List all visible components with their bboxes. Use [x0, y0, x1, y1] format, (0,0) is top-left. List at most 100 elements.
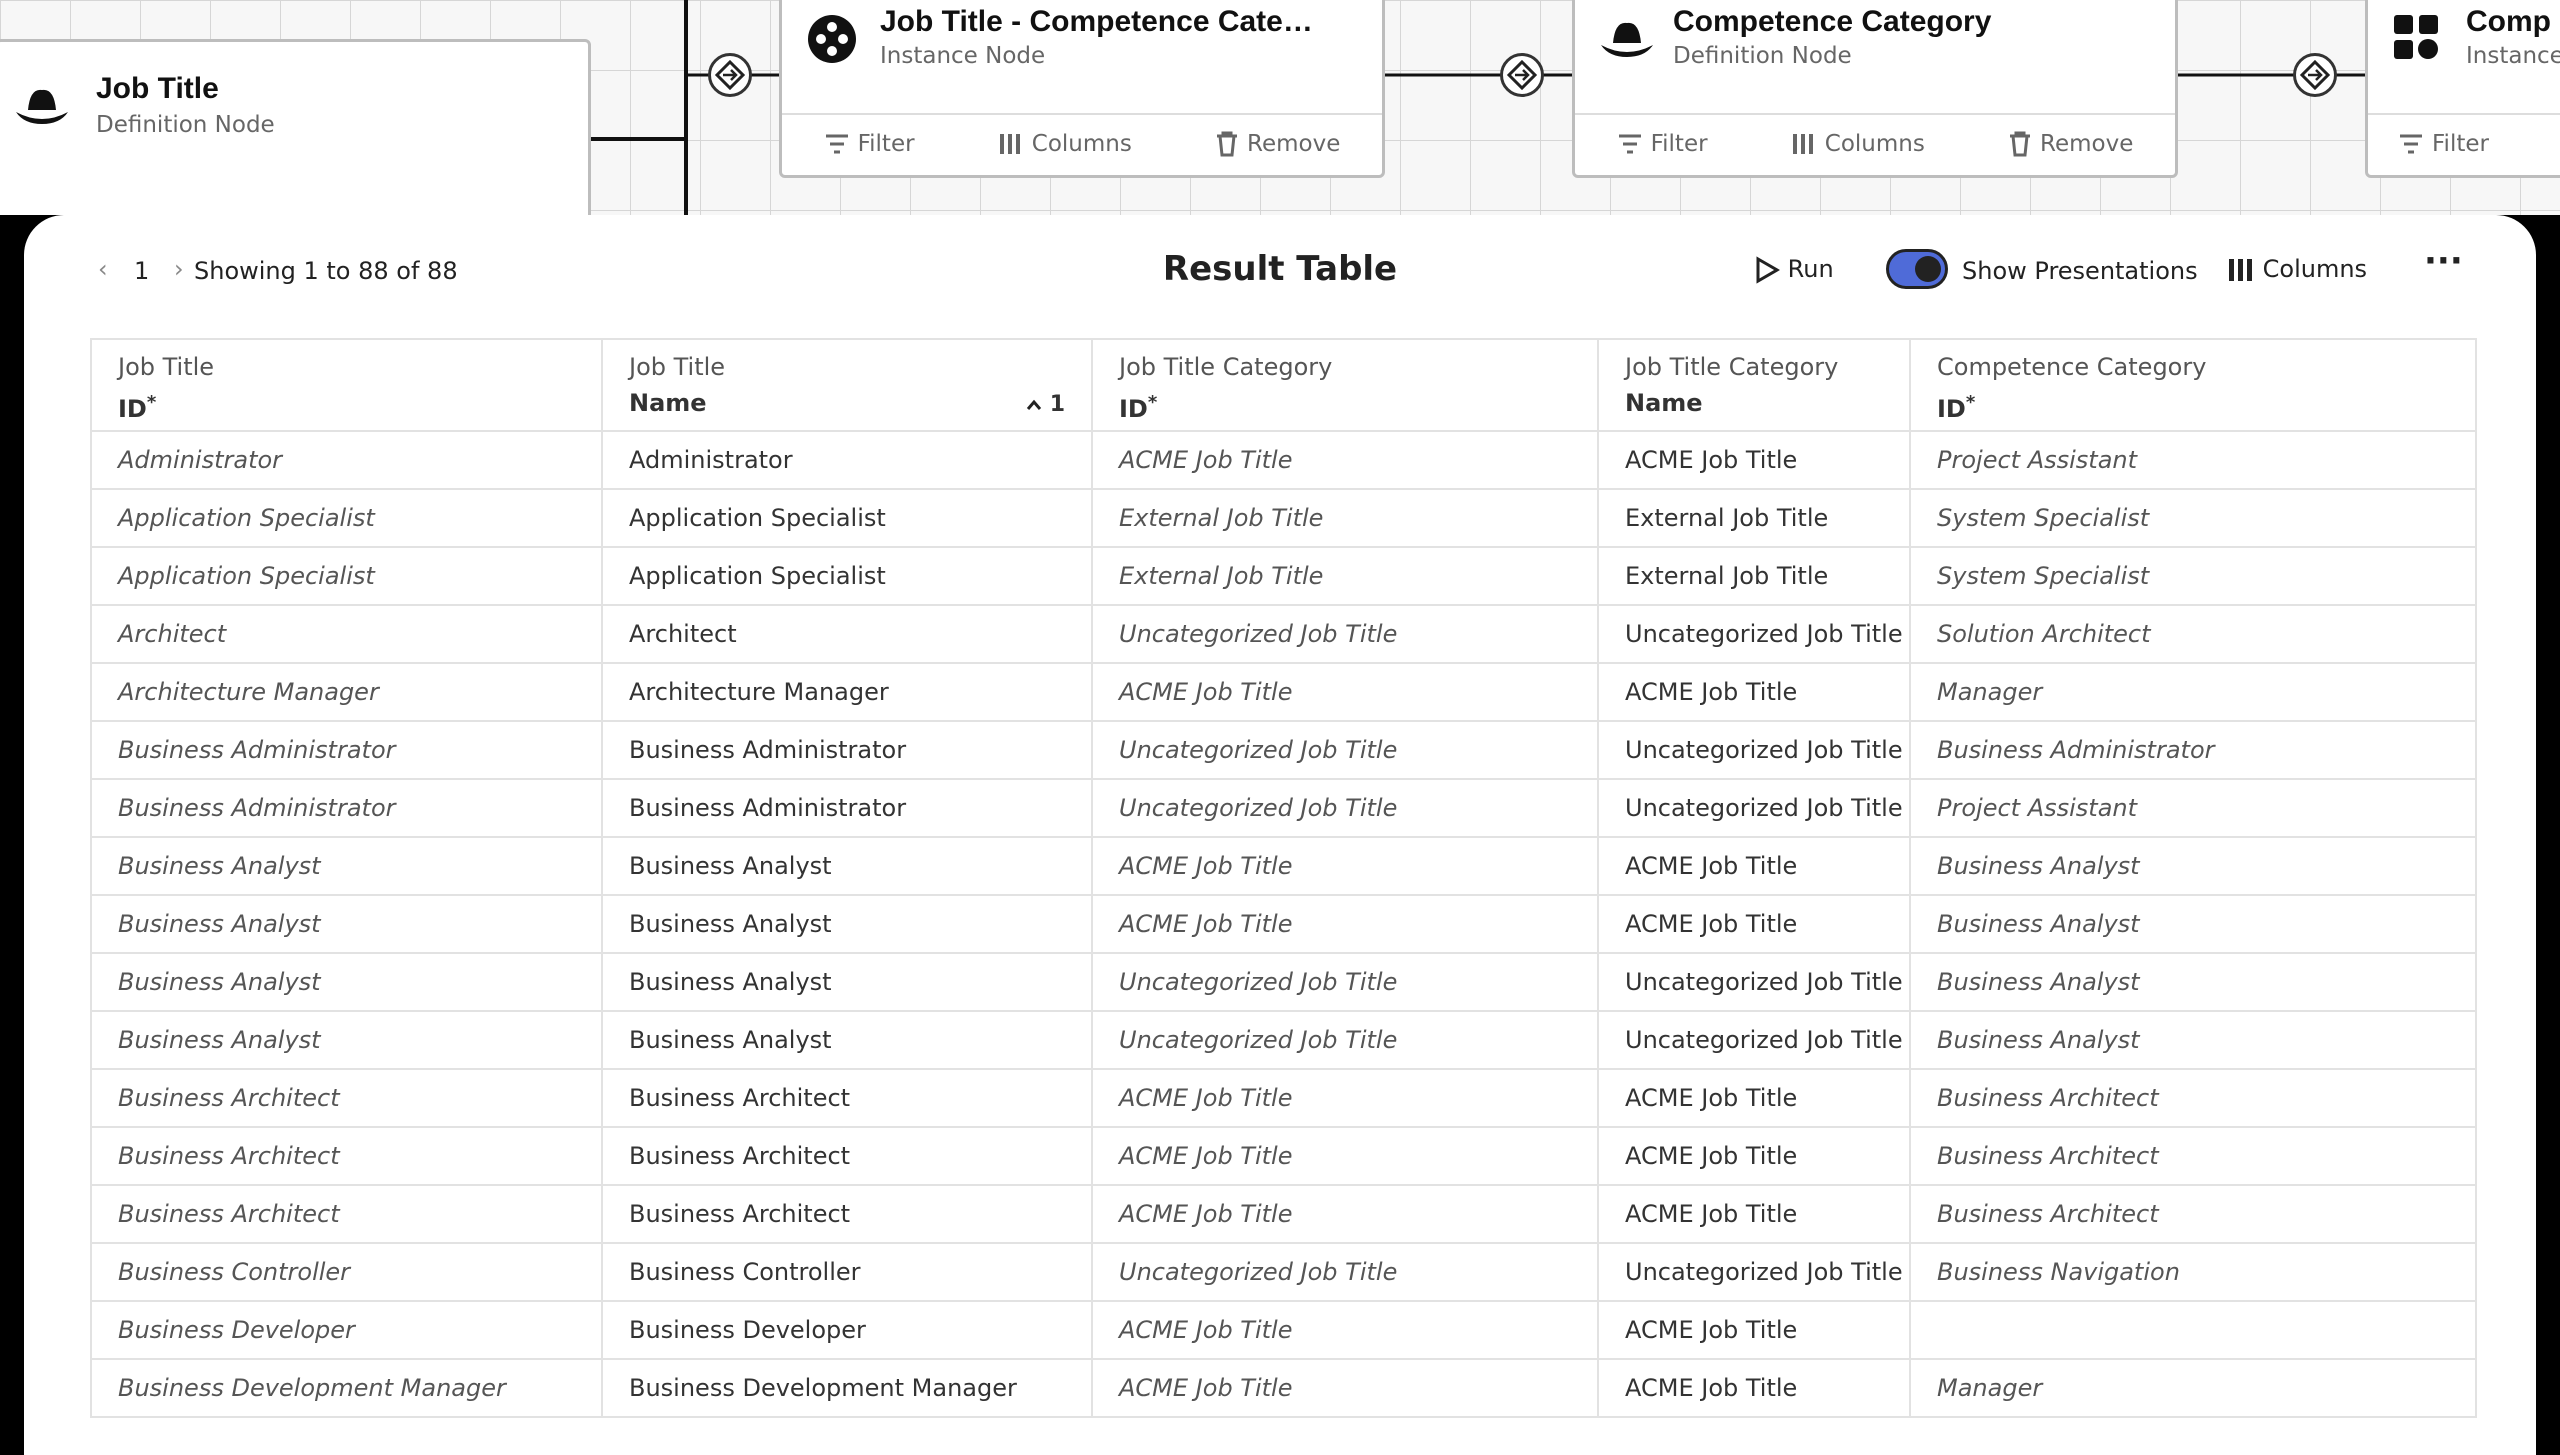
- table-cell: Business Architect: [1909, 1184, 2477, 1244]
- next-page[interactable]: ›: [174, 255, 184, 283]
- toggle[interactable]: [1886, 249, 1948, 289]
- table-cell: Architecture Manager: [90, 662, 603, 722]
- node-icon: [2392, 13, 2440, 65]
- table-cell: ACME Job Title: [1091, 1068, 1599, 1128]
- column-header[interactable]: Job Title Name 1: [601, 338, 1093, 432]
- node-subtitle: Instance Node: [880, 43, 1046, 69]
- table-cell: System Specialist: [1909, 488, 2477, 548]
- connector[interactable]: [2293, 53, 2337, 97]
- table-row[interactable]: Business Controller Business Controller Un…: [90, 1242, 2477, 1302]
- column-entity: Job Title: [629, 353, 726, 381]
- table-row[interactable]: Business Architect Business Architect ACME…: [90, 1184, 2477, 1244]
- column-attribute: ID*: [118, 384, 575, 428]
- node[interactable]: Job Title Definition Node: [0, 39, 591, 215]
- table-cell: Business Analyst: [1909, 952, 2477, 1012]
- column-header[interactable]: Job Title Category Name: [1597, 338, 1911, 432]
- table-row[interactable]: Application Specialist Application Specia…: [90, 488, 2477, 548]
- table-cell: Business Architect: [601, 1126, 1093, 1186]
- table-cell: Business Analyst: [90, 894, 603, 954]
- table-cell: Solution Architect: [1909, 604, 2477, 664]
- node-icon: [806, 13, 858, 69]
- run-button[interactable]: Run: [1754, 255, 1834, 284]
- table-row[interactable]: Architect Architect Uncategorized Job Titl…: [90, 604, 2477, 664]
- column-header[interactable]: Competence Category ID*: [1909, 338, 2477, 432]
- table-row[interactable]: Business Analyst Business Analyst ACME Job…: [90, 836, 2477, 896]
- table-row[interactable]: Business Developer Business Developer ACME…: [90, 1300, 2477, 1360]
- table-cell: Business Developer: [601, 1300, 1093, 1360]
- table-row[interactable]: Business Analyst Business Analyst Uncatego…: [90, 952, 2477, 1012]
- node-subtitle: Instance Node: [2466, 43, 2560, 69]
- table-cell: Architect: [601, 604, 1093, 664]
- required-marker: *: [1147, 392, 1158, 413]
- table-cell: Uncategorized Job Title: [1091, 1010, 1599, 1070]
- node[interactable]: Job Title - Competence Cate… Instance Nod…: [779, 0, 1385, 178]
- table-cell: Business Analyst: [601, 1010, 1093, 1070]
- table-row[interactable]: Business Analyst Business Analyst Uncatego…: [90, 1010, 2477, 1070]
- column-entity: Job Title Category: [1625, 353, 1839, 381]
- node-icon: [1599, 13, 1655, 67]
- node-actions: Filter: [2368, 113, 2560, 173]
- column-header[interactable]: Job Title ID*: [90, 338, 603, 432]
- table-cell: Business Analyst: [601, 952, 1093, 1012]
- column-attribute: ID*: [1937, 384, 2449, 428]
- node-action[interactable]: Remove: [1215, 131, 1340, 157]
- table-cell: Business Controller: [601, 1242, 1093, 1302]
- connector[interactable]: [1500, 53, 1544, 97]
- table-cell: Business Architect: [1909, 1126, 2477, 1186]
- node-action[interactable]: Remove: [2008, 131, 2133, 157]
- table-cell: Application Specialist: [90, 546, 603, 606]
- table-row[interactable]: Architecture Manager Architecture Manager…: [90, 662, 2477, 722]
- node-action-label: Filter: [1650, 131, 1708, 157]
- run-label: Run: [1787, 255, 1834, 283]
- table-cell: Uncategorized Job Title: [1091, 778, 1599, 838]
- node-action[interactable]: Columns: [1791, 131, 1925, 157]
- table-cell: ACME Job Title: [1091, 1184, 1599, 1244]
- node-action[interactable]: Filter: [2398, 131, 2489, 157]
- table-row[interactable]: Business Architect Business Architect ACME…: [90, 1126, 2477, 1186]
- column-attribute-name: ID: [118, 395, 147, 423]
- node[interactable]: Competence Category Definition Node Filte…: [1572, 0, 2178, 178]
- result-panel: ‹ 1 › Showing 1 to 88 of 88 Result Table…: [24, 215, 2536, 1455]
- table-row[interactable]: Application Specialist Application Specia…: [90, 546, 2477, 606]
- page-number[interactable]: 1: [134, 257, 150, 285]
- table-row[interactable]: Business Architect Business Architect ACME…: [90, 1068, 2477, 1128]
- table-row[interactable]: Business Analyst Business Analyst ACME Job…: [90, 894, 2477, 954]
- columns-label: Columns: [2262, 255, 2368, 283]
- table-cell: ACME Job Title: [1597, 836, 1911, 896]
- table-cell: Business Architect: [90, 1126, 603, 1186]
- table-row[interactable]: Business Administrator Business Administr…: [90, 720, 2477, 780]
- table-cell: Business Administrator: [1909, 720, 2477, 780]
- node-title: Competence Category: [1673, 5, 1992, 38]
- node-title: Job Title: [96, 72, 219, 105]
- column-header[interactable]: Job Title Category ID*: [1091, 338, 1599, 432]
- table-cell: Business Development Manager: [601, 1358, 1093, 1418]
- prev-page[interactable]: ‹: [98, 255, 108, 283]
- table-cell: ACME Job Title: [1597, 894, 1911, 954]
- sort-order: 1: [1049, 392, 1065, 417]
- table-cell: ACME Job Title: [1091, 836, 1599, 896]
- table-cell: Architecture Manager: [601, 662, 1093, 722]
- column-attribute: Name: [1625, 384, 1883, 422]
- column-attribute-name: Name: [629, 389, 707, 417]
- sort-indicator[interactable]: 1: [1026, 392, 1065, 417]
- columns-button[interactable]: Columns: [2227, 255, 2367, 283]
- table-row[interactable]: Administrator Administrator ACME Job Title…: [90, 430, 2477, 490]
- toggle-label: Show Presentations: [1962, 257, 2198, 285]
- node-action[interactable]: Columns: [998, 131, 1132, 157]
- table-cell: Uncategorized Job Title: [1597, 1242, 1911, 1302]
- table-cell: ACME Job Title: [1091, 430, 1599, 490]
- table-row[interactable]: Business Development Manager Business Dev…: [90, 1358, 2477, 1418]
- node-subtitle: Definition Node: [1673, 43, 1852, 69]
- table-cell: Uncategorized Job Title: [1091, 1242, 1599, 1302]
- node-action[interactable]: Filter: [824, 131, 915, 157]
- node[interactable]: Comp Instance Node Filter: [2365, 0, 2560, 178]
- table-cell: Business Architect: [90, 1068, 603, 1128]
- table-cell: ACME Job Title: [1597, 662, 1911, 722]
- table-cell: Business Administrator: [601, 720, 1093, 780]
- connector[interactable]: [708, 53, 752, 97]
- node-action[interactable]: Filter: [1617, 131, 1708, 157]
- node-subtitle: Definition Node: [96, 112, 275, 138]
- more-menu[interactable]: ···: [2424, 241, 2463, 281]
- table-cell: Business Architect: [601, 1068, 1093, 1128]
- table-row[interactable]: Business Administrator Business Administr…: [90, 778, 2477, 838]
